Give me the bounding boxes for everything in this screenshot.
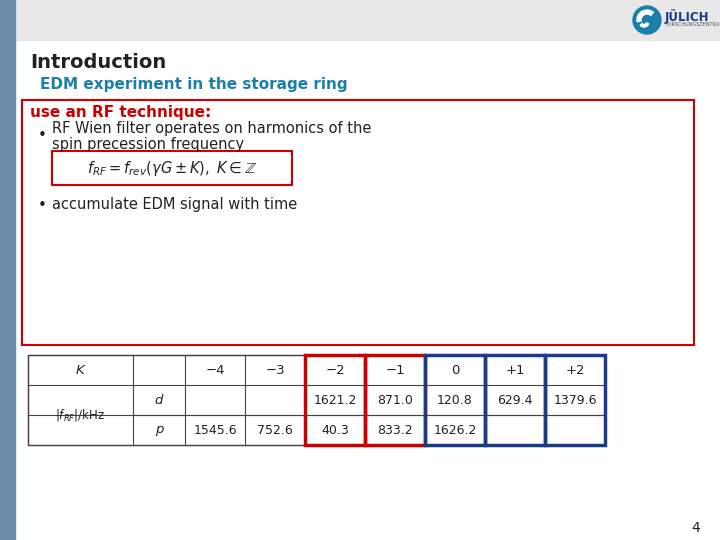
Text: $f_{RF} = f_{rev}(\gamma G \pm K),\; K \in \mathbb{Z}$: $f_{RF} = f_{rev}(\gamma G \pm K),\; K \…	[87, 159, 257, 178]
Bar	[15, 0, 720, 40]
Text: 1379.6: 1379.6	[553, 394, 597, 407]
Text: accumulate EDM signal with time: accumulate EDM signal with time	[52, 198, 297, 213]
Text: −4: −4	[205, 363, 225, 376]
Text: spin precession frequency: spin precession frequency	[52, 137, 244, 152]
Text: $|f_{RF}|$/kHz: $|f_{RF}|$/kHz	[55, 407, 106, 423]
Text: p: p	[155, 423, 163, 436]
Text: 629.4: 629.4	[498, 394, 533, 407]
Text: EDM experiment in the storage ring: EDM experiment in the storage ring	[40, 77, 348, 91]
Text: FORSCHUNGSZENTRUM: FORSCHUNGSZENTRUM	[665, 23, 720, 28]
Text: JÜLICH: JÜLICH	[665, 9, 709, 24]
Text: 120.8: 120.8	[437, 394, 473, 407]
Bar	[0, 0, 15, 540]
Bar	[425, 355, 485, 445]
Text: −1: −1	[385, 363, 405, 376]
Text: +2: +2	[565, 363, 585, 376]
Text: −2: −2	[325, 363, 345, 376]
Bar	[545, 355, 605, 445]
Text: •: •	[38, 127, 47, 143]
Text: 1626.2: 1626.2	[433, 423, 477, 436]
Wedge shape	[640, 23, 649, 27]
Text: −3: −3	[265, 363, 285, 376]
Bar	[52, 151, 292, 185]
Text: RF Wien filter operates on harmonics of the: RF Wien filter operates on harmonics of …	[52, 122, 372, 137]
Text: d: d	[155, 394, 163, 407]
Text: 752.6: 752.6	[257, 423, 293, 436]
Text: 40.3: 40.3	[321, 423, 349, 436]
Bar	[28, 355, 605, 445]
Text: 4: 4	[691, 521, 700, 535]
Text: 833.2: 833.2	[377, 423, 413, 436]
Circle shape	[633, 6, 661, 34]
Text: 871.0: 871.0	[377, 394, 413, 407]
Text: K: K	[76, 363, 85, 376]
Bar	[22, 100, 694, 345]
Text: 1621.2: 1621.2	[313, 394, 356, 407]
Text: 1545.6: 1545.6	[193, 423, 237, 436]
Text: •: •	[38, 198, 47, 213]
Text: +1: +1	[505, 363, 525, 376]
Bar	[365, 355, 425, 445]
Bar	[305, 355, 365, 445]
Bar	[485, 355, 545, 445]
Wedge shape	[637, 10, 654, 22]
Text: use an RF technique:: use an RF technique:	[30, 105, 211, 119]
Text: Introduction: Introduction	[30, 52, 166, 71]
Text: 0: 0	[451, 363, 459, 376]
